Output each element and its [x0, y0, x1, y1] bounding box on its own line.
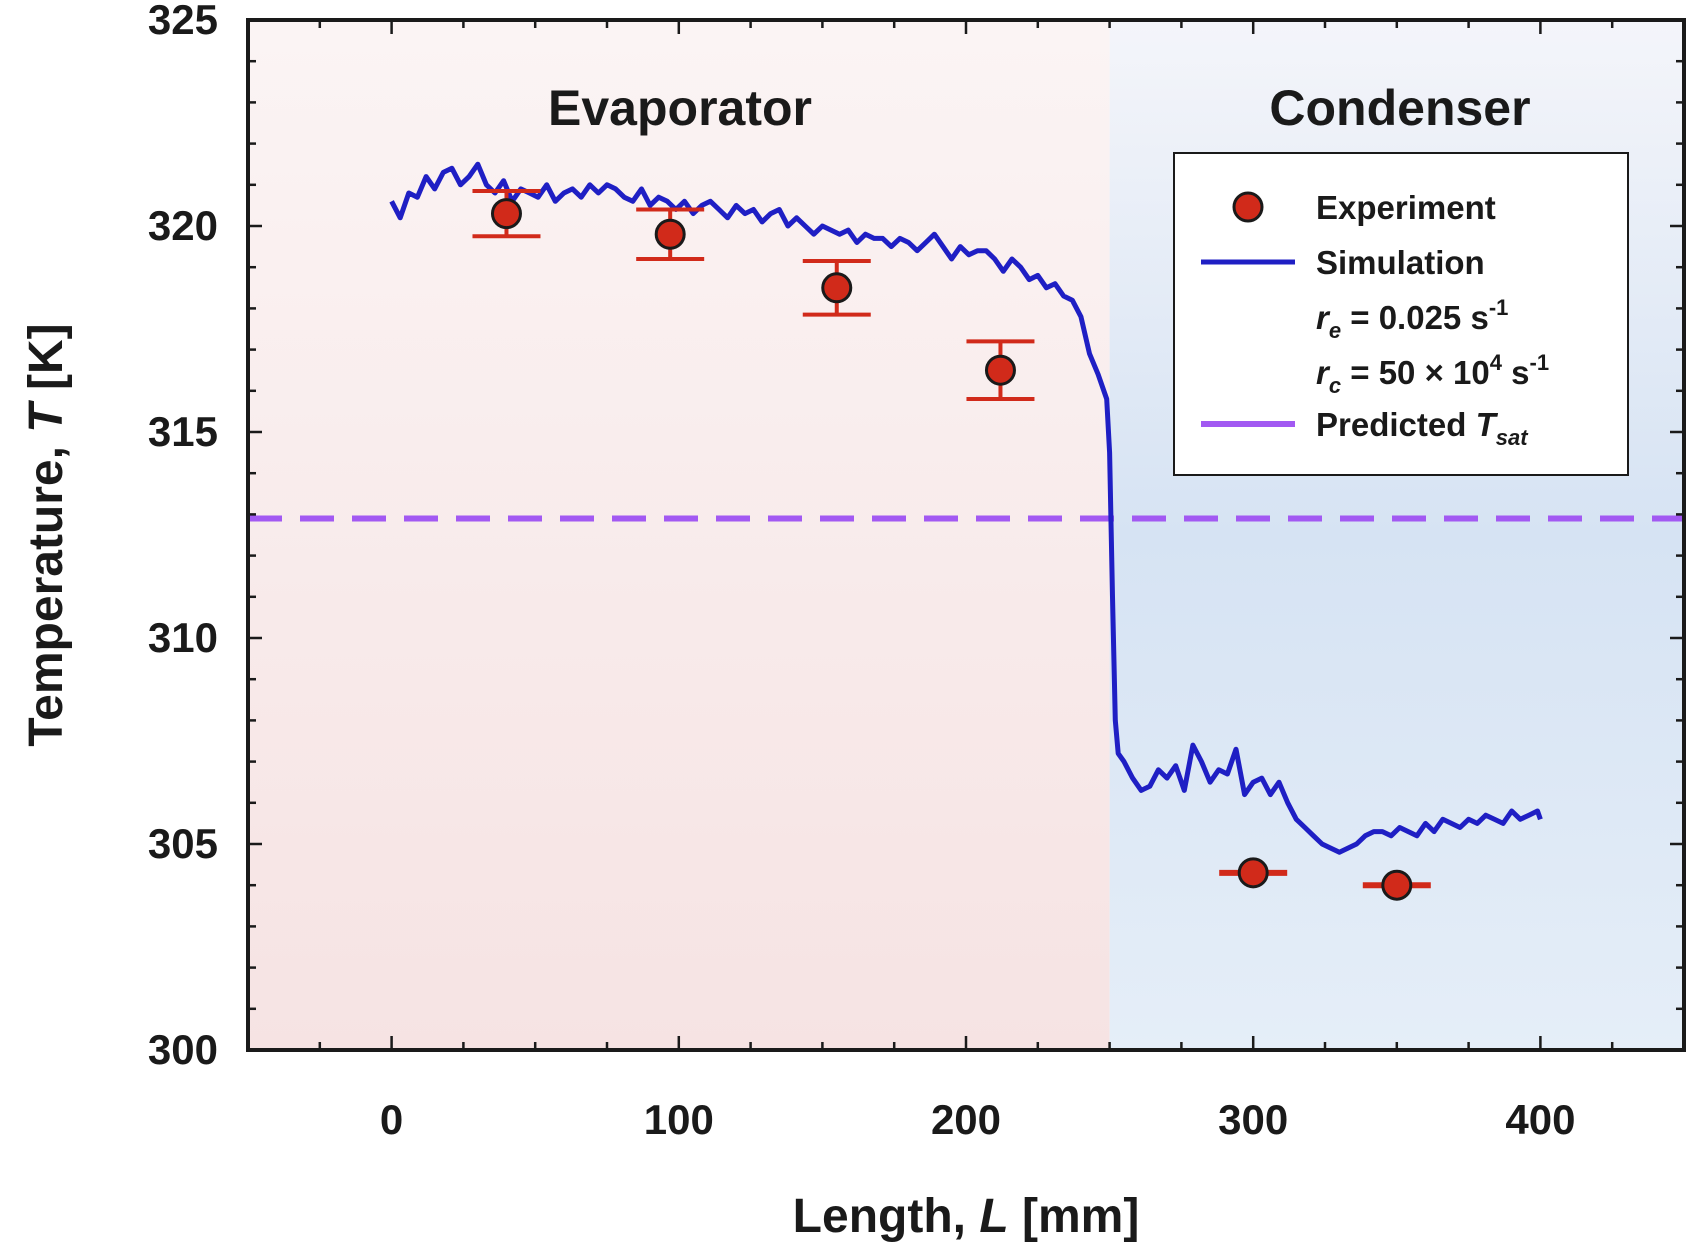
plot-area	[248, 161, 1684, 901]
tick-labels: 0 100 200 300 400 300 305 310 315 320 325	[148, 0, 1576, 1143]
y-tick-label: 300	[148, 1026, 218, 1073]
region-evaporator	[248, 20, 1110, 1050]
experiment-marker	[821, 272, 853, 304]
experiment-marker	[654, 218, 686, 250]
legend-simulation-label: Simulation	[1316, 244, 1485, 281]
y-tick-label: 305	[148, 820, 218, 867]
experiment-point	[1219, 857, 1288, 889]
legend: Experiment Simulation re = 0.025 s-1 rc …	[1173, 152, 1629, 476]
experiment-marker	[984, 354, 1016, 386]
x-tick-label: 300	[1218, 1096, 1288, 1143]
legend-re-label: re = 0.025 s-1	[1316, 295, 1508, 343]
experiment-marker	[1237, 857, 1269, 889]
experiment-marker	[1381, 869, 1413, 901]
experiment-point	[966, 339, 1035, 402]
x-tick-label: 0	[380, 1096, 403, 1143]
experiment-marker	[490, 198, 522, 230]
x-tick-label: 100	[644, 1096, 714, 1143]
x-tick-label: 200	[931, 1096, 1001, 1143]
experiment-points	[472, 188, 1431, 901]
experiment-point	[802, 259, 871, 317]
legend-rc-label: rc = 50 × 104 s-1	[1316, 350, 1549, 398]
y-tick-label: 325	[148, 0, 218, 43]
legend-experiment-label: Experiment	[1316, 189, 1496, 226]
x-axis-title: Length, L [mm]	[793, 1190, 1140, 1243]
y-tick-label: 310	[148, 614, 218, 661]
region-label-evaporator: Evaporator	[548, 80, 812, 136]
axis-ticks	[246, 18, 1686, 1052]
y-tick-label: 320	[148, 202, 218, 249]
region-label-condenser: Condenser	[1269, 80, 1530, 136]
y-axis-title: Temperature, T [K]	[20, 323, 73, 746]
x-tick-label: 400	[1505, 1096, 1575, 1143]
experiment-point	[636, 207, 705, 261]
simulation-line	[389, 161, 1543, 855]
legend-experiment-marker	[1232, 191, 1264, 223]
experiment-point	[1362, 869, 1431, 901]
experiment-point	[472, 188, 541, 239]
legend-tsat-label: Predicted Tsat	[1316, 406, 1529, 450]
y-tick-label: 315	[148, 408, 218, 455]
